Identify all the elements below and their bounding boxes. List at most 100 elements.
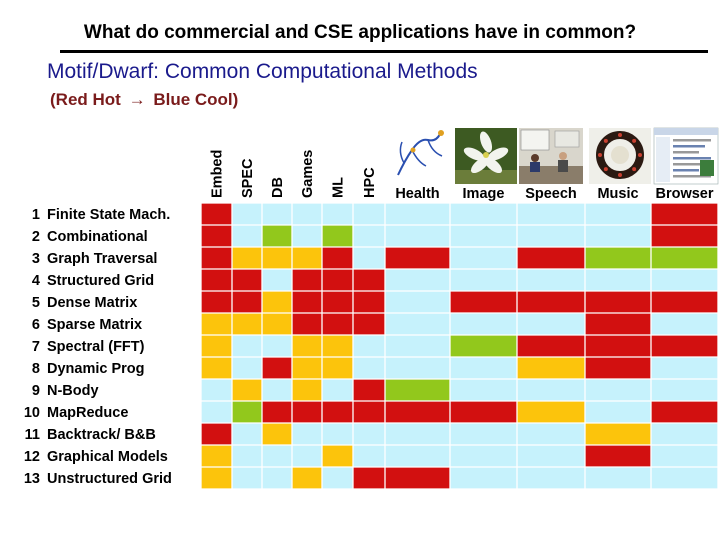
column-label-health: Health	[395, 186, 439, 202]
heat-cell-r8-games	[292, 357, 322, 379]
heat-cell-r2-spec	[232, 225, 262, 247]
heat-cell-r12-db	[262, 445, 292, 467]
heat-cell-r10-embed	[201, 401, 232, 423]
heat-cell-r5-embed	[201, 291, 232, 313]
heat-cell-r10-games	[292, 401, 322, 423]
row-number: 1	[32, 207, 40, 223]
heat-cell-r2-browser	[651, 225, 718, 247]
heat-cell-r8-music	[585, 357, 651, 379]
heat-cell-r11-embed	[201, 423, 232, 445]
row-number: 9	[32, 383, 40, 399]
heat-cell-r11-music	[585, 423, 651, 445]
arrow-icon: →	[128, 90, 146, 109]
drum-ring-photo-thumbnail	[589, 128, 651, 184]
heat-cell-r9-browser	[651, 379, 718, 401]
legend-close-paren: )	[232, 90, 239, 109]
heat-cell-r10-speech	[517, 401, 585, 423]
heat-cell-r9-games	[292, 379, 322, 401]
heat-cell-r6-embed	[201, 313, 232, 335]
heatmap-gridlines	[200, 202, 719, 490]
column-labels: Embed SPEC DB Games ML HPC Health Image Speech Mu…	[210, 150, 714, 202]
legend-hot-label: Red Hot	[55, 90, 121, 109]
heat-cell-r13-image	[450, 467, 517, 489]
column-label-image: Image	[463, 186, 505, 202]
heat-cell-r6-health	[385, 313, 450, 335]
heat-cell-r12-image	[450, 445, 517, 467]
heat-cell-r5-image	[450, 291, 517, 313]
heat-cell-r4-image	[450, 269, 517, 291]
heat-cell-r1-spec	[232, 203, 262, 225]
heat-cell-r9-db	[262, 379, 292, 401]
heat-cell-r7-games	[292, 335, 322, 357]
heat-cell-r7-health	[385, 335, 450, 357]
row-label: Sparse Matrix	[47, 317, 142, 333]
health-diagram-thumbnail	[390, 128, 450, 184]
heat-cell-r2-hpc	[353, 225, 385, 247]
heat-cell-r1-speech	[517, 203, 585, 225]
column-label-games: Games	[300, 150, 316, 198]
heat-cell-r8-db	[262, 357, 292, 379]
heat-cell-r8-hpc	[353, 357, 385, 379]
heat-cell-r7-spec	[232, 335, 262, 357]
heat-cell-r12-ml	[322, 445, 353, 467]
heat-cell-r1-health	[385, 203, 450, 225]
row-number: 5	[32, 295, 40, 311]
heat-cell-r11-hpc	[353, 423, 385, 445]
heat-cell-r5-music	[585, 291, 651, 313]
heat-cell-r4-browser	[651, 269, 718, 291]
heat-cell-r9-ml	[322, 379, 353, 401]
column-label-db: DB	[270, 177, 286, 198]
column-label-browser: Browser	[655, 186, 713, 202]
heat-cell-r6-hpc	[353, 313, 385, 335]
heat-cell-r12-spec	[232, 445, 262, 467]
row-label: Dynamic Prog	[47, 361, 145, 377]
heat-cell-r9-embed	[201, 379, 232, 401]
flower-photo-thumbnail	[455, 128, 517, 184]
heat-cell-r6-speech	[517, 313, 585, 335]
heat-cell-r12-embed	[201, 445, 232, 467]
heatmap-cells	[201, 203, 718, 489]
heat-cell-r4-games	[292, 269, 322, 291]
heat-cell-r9-health	[385, 379, 450, 401]
browser-screenshot-thumbnail	[653, 127, 719, 185]
heat-cell-r2-embed	[201, 225, 232, 247]
row-number: 8	[32, 361, 40, 377]
heat-cell-r6-browser	[651, 313, 718, 335]
subtitle: Motif/Dwarf: Common Computational Method…	[47, 60, 478, 83]
heat-cell-r12-games	[292, 445, 322, 467]
heat-cell-r6-db	[262, 313, 292, 335]
heat-cell-r3-spec	[232, 247, 262, 269]
heat-cell-r4-embed	[201, 269, 232, 291]
heat-cell-r8-ml	[322, 357, 353, 379]
row-number: 12	[24, 449, 40, 465]
heat-cell-r2-speech	[517, 225, 585, 247]
heat-cell-r6-music	[585, 313, 651, 335]
heat-cell-r5-health	[385, 291, 450, 313]
heat-cell-r11-health	[385, 423, 450, 445]
row-label: Unstructured Grid	[47, 471, 172, 487]
heat-cell-r6-games	[292, 313, 322, 335]
heat-cell-r1-embed	[201, 203, 232, 225]
heat-cell-r12-speech	[517, 445, 585, 467]
heat-cell-r8-embed	[201, 357, 232, 379]
heat-cell-r10-health	[385, 401, 450, 423]
heat-cell-r10-browser	[651, 401, 718, 423]
heat-cell-r5-spec	[232, 291, 262, 313]
heat-cell-r7-ml	[322, 335, 353, 357]
heat-cell-r9-spec	[232, 379, 262, 401]
heat-cell-r4-music	[585, 269, 651, 291]
heat-cell-r8-browser	[651, 357, 718, 379]
heat-cell-r1-games	[292, 203, 322, 225]
heat-cell-r9-image	[450, 379, 517, 401]
heat-cell-r4-speech	[517, 269, 585, 291]
heat-cell-r13-hpc	[353, 467, 385, 489]
heat-cell-r5-speech	[517, 291, 585, 313]
row-number: 3	[32, 251, 40, 267]
heat-cell-r1-browser	[651, 203, 718, 225]
row-number: 4	[32, 273, 40, 289]
heat-cell-r13-health	[385, 467, 450, 489]
heat-cell-r3-games	[292, 247, 322, 269]
row-label: Structured Grid	[47, 273, 154, 289]
heat-cell-r2-ml	[322, 225, 353, 247]
